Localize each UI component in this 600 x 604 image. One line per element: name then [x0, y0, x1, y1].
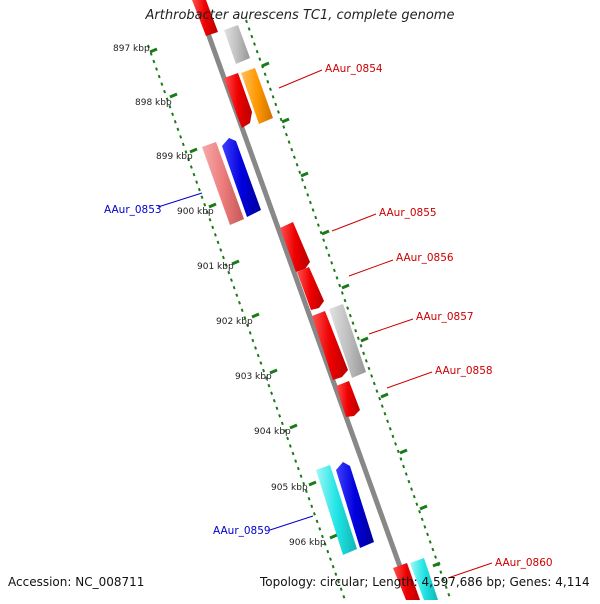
scale-labels: 897 kbp 898 kbp 899 kbp 900 kbp 901 kbp … [113, 44, 326, 548]
gene-arrow-0857[interactable] [329, 304, 366, 378]
scale-label-898: 898 kbp [135, 98, 172, 108]
genome-title: Arthrobacter aurescens TC1, complete gen… [145, 8, 455, 23]
scale-label-899: 899 kbp [156, 152, 193, 162]
gene-arrow-0860[interactable] [410, 558, 438, 600]
gene-arrow-0858[interactable] [336, 381, 360, 417]
gene-arrow-0854[interactable] [241, 68, 273, 124]
gene-arrow-top-grey[interactable] [224, 25, 250, 64]
gene-arrow-0860-red[interactable] [393, 563, 420, 600]
gene-arrow-0859[interactable] [336, 462, 374, 548]
scale-label-901: 901 kbp [197, 262, 234, 272]
scale-label-905: 905 kbp [271, 483, 308, 493]
scale-label-900: 900 kbp [177, 207, 214, 217]
gene-label-aaur-0853[interactable]: AAur_0853 [104, 204, 162, 216]
gene-arrow-0853-pink[interactable] [202, 142, 244, 225]
gene-label-aaur-0857[interactable]: AAur_0857 [416, 311, 474, 323]
scale-label-906: 906 kbp [289, 538, 326, 548]
gene-label-aaur-0859[interactable]: AAur_0859 [213, 525, 271, 537]
scale-label-902: 902 kbp [216, 317, 253, 327]
gene-arrow-0854-red[interactable] [224, 73, 252, 128]
accession-text: Accession: NC_008711 [8, 575, 145, 589]
label-leaders [157, 69, 493, 579]
gene-arrow-0856[interactable] [297, 267, 324, 310]
gene-label-aaur-0854[interactable]: AAur_0854 [325, 63, 383, 75]
scale-ticks [149, 47, 441, 568]
scale-label-897: 897 kbp [113, 44, 150, 54]
gene-arrow-top-red[interactable] [192, 0, 218, 36]
gene-arrow-0857-red[interactable] [312, 311, 348, 380]
gene-label-aaur-0860[interactable]: AAur_0860 [495, 557, 553, 569]
gene-label-aaur-0858[interactable]: AAur_0858 [435, 365, 493, 377]
gene-label-aaur-0855[interactable]: AAur_0855 [379, 207, 437, 219]
gene-label-aaur-0856[interactable]: AAur_0856 [396, 252, 454, 264]
gene-arrow-0853[interactable] [222, 138, 261, 217]
gene-labels: AAur_0854 AAur_0853 AAur_0855 AAur_0856 … [104, 63, 553, 569]
left-scale-ruler [147, 44, 346, 601]
scale-label-903: 903 kbp [235, 372, 272, 382]
right-scale-ruler [245, 19, 451, 599]
gene-arrow-0855[interactable] [280, 222, 310, 272]
topology-text: Topology: circular; Length: 4,597,686 bp… [260, 575, 590, 589]
gene-arrow-0859-cyan[interactable] [316, 465, 357, 555]
scale-label-904: 904 kbp [254, 427, 291, 437]
gene-features [192, 0, 438, 600]
